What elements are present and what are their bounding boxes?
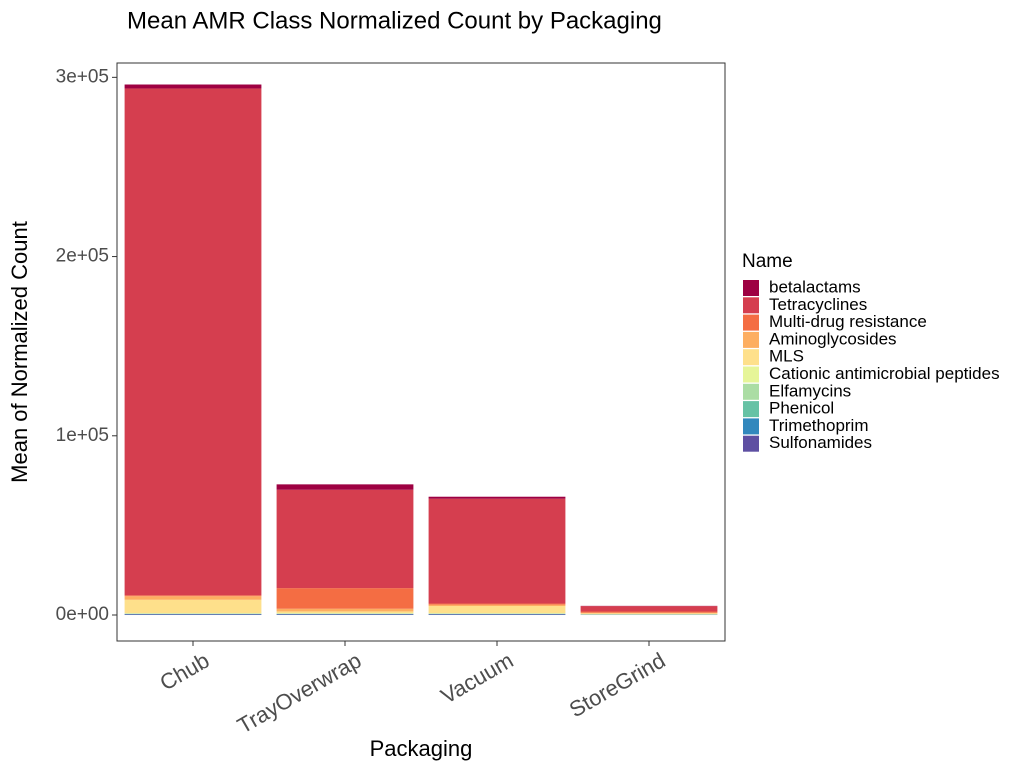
legend-swatch-betalactams xyxy=(743,280,759,296)
legend-label-sulfonamides: Sulfonamides xyxy=(769,433,872,452)
bar-vacuum-sulfonamides xyxy=(428,614,566,616)
bar-storegrind-aminoglycosides xyxy=(580,612,718,614)
legend-swatch-elfamycins xyxy=(743,383,759,400)
y-tick-label: 2e+05 xyxy=(56,246,109,267)
y-tick-label: 0e+00 xyxy=(56,604,109,625)
bar-trayoverwrap-aminoglycosides xyxy=(276,608,414,612)
x-tick-label-storegrind: StoreGrind xyxy=(565,648,670,723)
chart-title: Mean AMR Class Normalized Count by Packa… xyxy=(127,7,662,34)
legend-title: Name xyxy=(742,251,793,272)
bar-vacuum-mls xyxy=(428,606,566,614)
bar-chub-multi-drug-resistance xyxy=(124,595,262,597)
legend-label-tetracyclines: Tetracyclines xyxy=(769,295,867,314)
bar-chub-tetracyclines xyxy=(124,88,262,596)
y-axis-title: Mean of Normalized Count xyxy=(7,221,32,483)
legend-swatch-aminoglycosides xyxy=(743,331,759,348)
legend-swatch-multi-drug-resistance xyxy=(743,314,759,331)
legend-swatch-sulfonamides xyxy=(743,435,759,452)
bar-trayoverwrap-mls xyxy=(276,611,414,614)
bar-chub-betalactams xyxy=(124,84,262,89)
bar-storegrind-tetracyclines xyxy=(580,606,718,612)
bar-trayoverwrap-betalactams xyxy=(276,484,414,490)
legend-swatch-mls xyxy=(743,349,759,366)
y-tick-label: 3e+05 xyxy=(56,66,109,87)
y-axis: 0e+00 1e+05 2e+05 3e+05 xyxy=(56,66,117,625)
legend-label-cationic-antimicrobial-peptides: Cationic antimicrobial peptides xyxy=(769,364,1000,383)
bar-trayoverwrap-sulfonamides xyxy=(276,614,414,616)
bar-chub-sulfonamides xyxy=(124,614,262,616)
legend-label-phenicol: Phenicol xyxy=(769,399,834,418)
bar-trayoverwrap-tetracyclines xyxy=(276,489,414,589)
legend-label-elfamycins: Elfamycins xyxy=(769,381,851,400)
bar-vacuum-aminoglycosides xyxy=(428,604,566,607)
legend-label-aminoglycosides: Aminoglycosides xyxy=(769,329,897,348)
legend-swatch-trimethoprim xyxy=(743,418,759,435)
legend-swatch-cationic-antimicrobial-peptides xyxy=(743,366,759,383)
x-tick-label-vacuum: Vacuum xyxy=(437,648,518,709)
bar-vacuum-multi-drug-resistance xyxy=(428,603,566,605)
legend-label-trimethoprim: Trimethoprim xyxy=(769,416,869,435)
bar-vacuum-tetracyclines xyxy=(428,498,566,604)
bar-chub-aminoglycosides xyxy=(124,596,262,600)
bar-vacuum-betalactams xyxy=(428,496,566,499)
bar-trayoverwrap-multi-drug-resistance xyxy=(276,588,414,609)
bar-storegrind-mls xyxy=(580,613,718,615)
x-axis: Chub TrayOverwrap Vacuum StoreGrind xyxy=(155,641,670,739)
bar-storegrind-multi-drug-resistance xyxy=(580,611,718,613)
legend-swatch-phenicol xyxy=(743,401,759,418)
x-tick-label-trayoverwrap: TrayOverwrap xyxy=(233,648,365,739)
legend-label-betalactams: betalactams xyxy=(769,277,861,296)
x-tick-label-chub: Chub xyxy=(155,648,213,696)
legend-label-mls: MLS xyxy=(769,347,804,366)
y-tick-label: 1e+05 xyxy=(56,425,109,446)
legend-swatch-tetracyclines xyxy=(743,297,759,314)
legend-label-multi-drug-resistance: Multi-drug resistance xyxy=(769,312,927,331)
bar-chub-mls xyxy=(124,599,262,614)
bars-layer xyxy=(124,84,718,616)
x-axis-title: Packaging xyxy=(370,736,473,761)
plot-panel-border xyxy=(116,62,726,642)
